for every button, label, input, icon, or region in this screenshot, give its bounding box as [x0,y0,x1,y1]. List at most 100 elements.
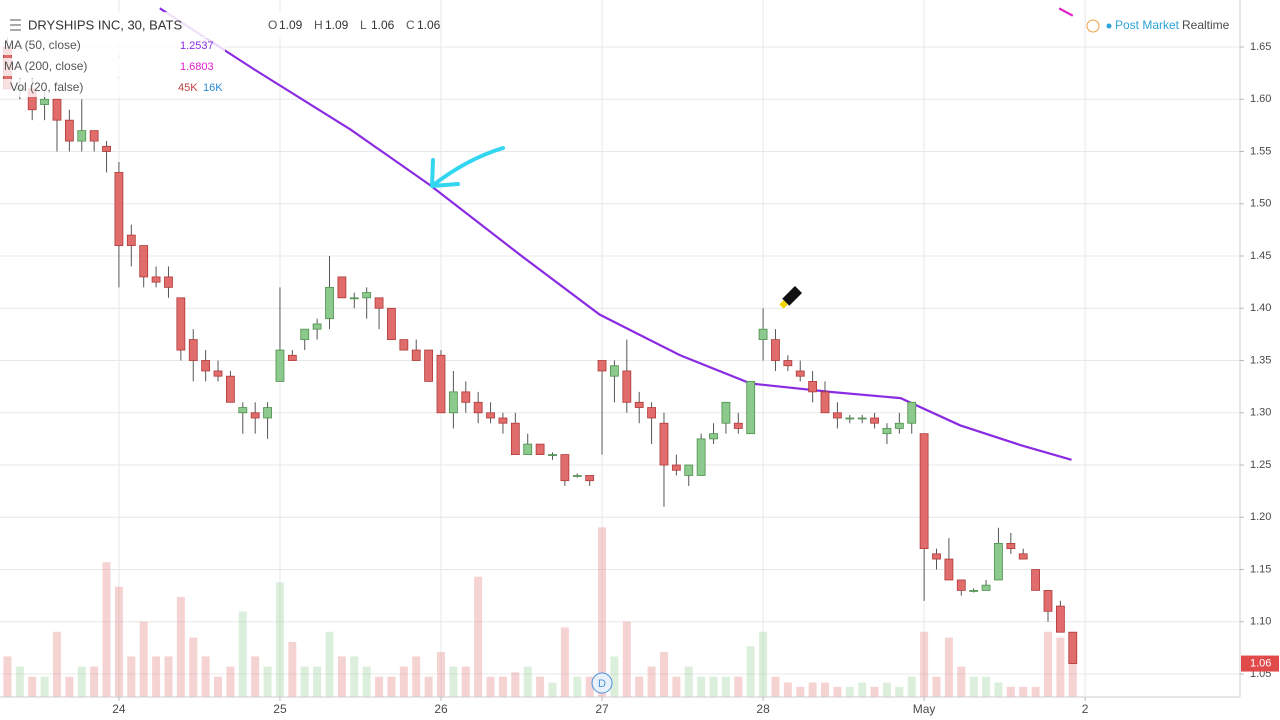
candle-body [560,454,570,482]
y-tick-label: 1.25 [1250,459,1271,471]
candle-body [733,422,743,429]
candle-body [671,464,681,471]
candle-body [188,339,198,361]
ohlc-key: L [360,18,367,32]
candle-body [448,391,458,414]
plot: D [3,7,1078,694]
axes: 1.051.101.151.201.251.301.351.401.451.50… [112,41,1279,716]
volume-bar [152,656,161,697]
legend-value: 1.6803 [180,61,214,73]
volume-bar [1006,686,1015,697]
volume-bar [610,656,619,697]
volume-bar [536,676,545,697]
candle-body [201,360,211,372]
volume-bar [808,682,817,697]
ohlc-key: O [268,18,277,32]
candle-body [164,276,173,288]
volume-bar [870,686,879,697]
volume-bar [52,631,61,697]
candle-body [622,370,632,403]
volume-bar [263,666,272,697]
volume-bar [275,582,284,697]
x-tick-label: May [913,702,936,716]
x-tick-label: 2 [1082,702,1089,716]
candle-body [176,297,186,351]
volume-bar [337,656,346,697]
candle-body [1043,590,1053,612]
candle-body [399,339,409,351]
candle-body [349,297,359,300]
event-marker [591,672,613,694]
candle-body [89,130,99,142]
volume-bar [882,682,891,697]
volume-bar [796,686,805,697]
volume-bar [1056,637,1065,697]
candle-body [102,145,111,152]
candle-body [387,307,396,341]
ohlc-key: C [406,18,415,32]
ohlc-value: 1.06 [417,18,441,32]
x-tick-label: 24 [112,702,126,716]
volume-bar [982,676,991,697]
candle-body [709,433,718,440]
volume-bar [697,676,706,697]
candle-body [1031,569,1041,591]
candle-body [411,349,421,361]
x-tick-label: 25 [273,702,287,716]
y-tick-label: 1.20 [1250,511,1271,523]
volume-bar [90,666,99,697]
volume-bar [598,527,607,697]
candle-body [758,328,768,341]
volume-bar [858,682,867,697]
candle-body [250,412,260,419]
volume-bar [164,656,173,697]
legend-value: 16K [203,82,223,94]
volume-bar [424,676,433,697]
candle-body [300,328,310,341]
volume-bar [127,656,136,697]
candle-body [126,234,136,246]
candle-body [510,422,520,455]
volume-bar [375,676,384,697]
volume-bar [461,666,470,697]
candle-body [833,412,842,419]
candle-body [882,428,892,435]
volume-bar [288,641,297,697]
candle-body [585,475,595,482]
volume-bar [833,686,842,697]
volume-bar [684,666,693,697]
y-tick-label: 1.15 [1250,563,1271,575]
volume-bar [573,676,582,697]
volume-bar [313,666,322,697]
volume-bar [920,631,929,697]
status-realtime: Realtime [1182,18,1230,32]
candle-body [498,417,508,424]
y-tick-label: 1.35 [1250,354,1271,366]
annotation-arrow [430,146,505,188]
candle-body [213,370,223,377]
candle-body [956,579,966,591]
candle-body [994,542,1003,581]
volume-bar [957,666,966,697]
volume-bar [759,631,768,697]
volume-bar [969,676,978,697]
candle-body [275,349,285,382]
legend-name: MA (200, close) [4,59,87,73]
volume-bar [511,672,520,697]
volume-bar [1031,686,1040,697]
candle-body [969,590,979,592]
y-tick-label: 1.55 [1250,145,1271,157]
volume-bar [734,676,743,697]
candle-body [362,292,372,299]
candle-body [77,130,87,142]
ohlc-key: H [314,18,323,32]
event-marker-label: D [598,678,606,690]
volume-bar [362,666,371,697]
header-bg [0,12,430,38]
y-tick-label: 1.45 [1250,250,1271,262]
menu-icon[interactable] [10,19,21,31]
volume-bar [622,621,631,697]
volume-bar [821,682,830,697]
volume-bar [1019,686,1028,697]
candle-body [572,475,582,477]
